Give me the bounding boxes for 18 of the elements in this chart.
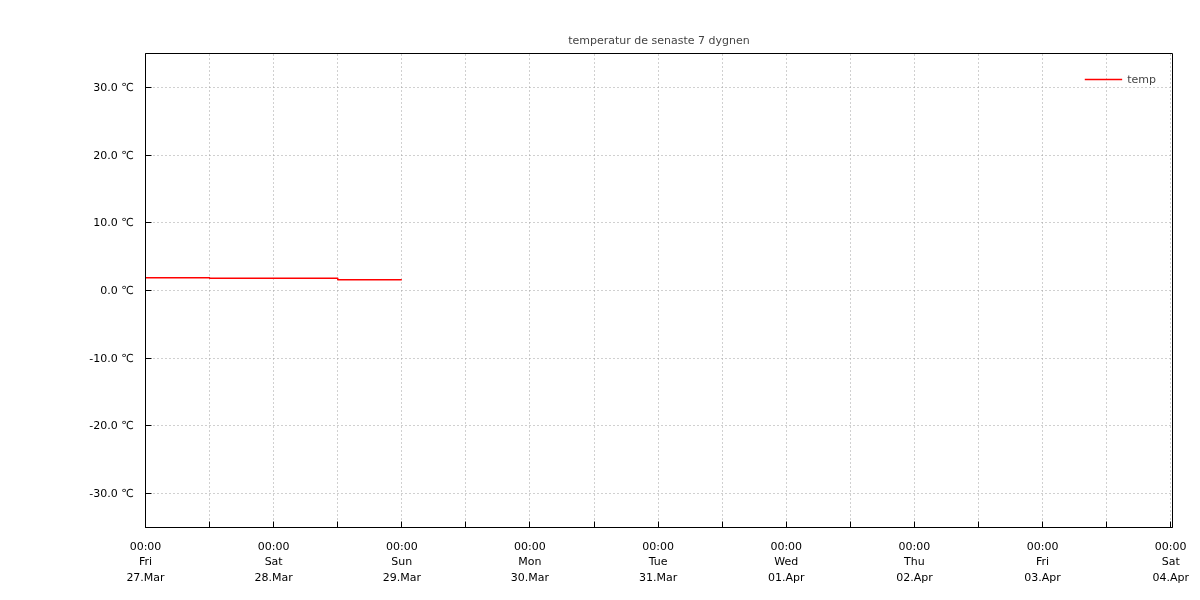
x-tick-label: 00:00 Fri 03.Apr [1024, 539, 1062, 584]
y-tick-label: -30.0 ℃ [89, 487, 134, 501]
y-tick-label: -10.0 ℃ [89, 351, 134, 365]
y-tick-label: 20.0 ℃ [93, 148, 134, 162]
chart-title: temperatur de senaste 7 dygnen [568, 33, 750, 47]
y-tick-label: 0.0 ℃ [100, 284, 134, 297]
x-tick-label: 00:00 Sun 29.Mar [382, 539, 422, 584]
y-tick-label: -20.0 ℃ [89, 419, 134, 433]
x-tick-label: 00:00 Mon 30.Mar [510, 539, 550, 584]
x-tick-label: 00:00 Fri 27.Mar [126, 539, 166, 584]
x-tick-label: 00:00 Tue 31.Mar [638, 539, 678, 584]
y-tick-label: 30.0 ℃ [93, 80, 134, 94]
x-tick-label: 00:00 Wed 01.Apr [768, 539, 805, 584]
x-tick-label: 00:00 Sat 04.Apr [1152, 539, 1190, 584]
y-tick-label: 10.0 ℃ [93, 216, 134, 230]
x-tick-label: 00:00 Sat 28.Mar [254, 539, 294, 584]
legend-label: temp [1127, 72, 1156, 86]
x-tick-label: 00:00 Thu 02.Apr [896, 539, 934, 584]
